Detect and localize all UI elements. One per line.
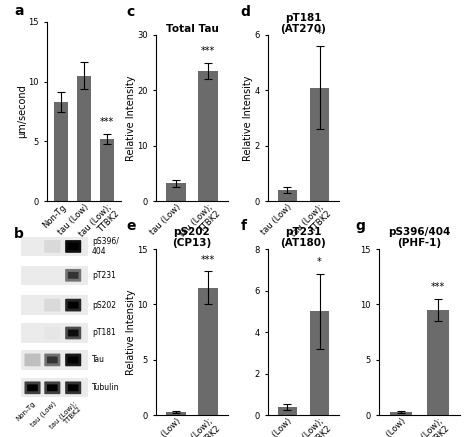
Title: pS396/404
(PHF-1): pS396/404 (PHF-1) <box>388 227 451 248</box>
Text: *: * <box>317 257 322 267</box>
Bar <box>166 413 185 415</box>
Bar <box>21 237 88 256</box>
Bar <box>100 139 114 201</box>
Text: d: d <box>241 5 251 19</box>
Text: tau (Low): tau (Low) <box>29 400 57 428</box>
FancyBboxPatch shape <box>68 329 79 336</box>
Bar <box>310 311 329 415</box>
FancyBboxPatch shape <box>68 357 79 364</box>
Bar <box>55 102 68 201</box>
Bar <box>21 378 88 397</box>
FancyBboxPatch shape <box>65 326 81 340</box>
FancyBboxPatch shape <box>68 384 79 391</box>
FancyBboxPatch shape <box>68 272 79 279</box>
Text: ***: *** <box>201 46 215 56</box>
Bar <box>166 183 185 201</box>
FancyBboxPatch shape <box>65 354 81 366</box>
FancyBboxPatch shape <box>68 243 79 250</box>
Bar <box>199 288 218 415</box>
Bar <box>21 266 88 285</box>
FancyBboxPatch shape <box>44 299 60 312</box>
FancyBboxPatch shape <box>44 354 60 366</box>
Bar <box>77 76 91 201</box>
Text: pS396/
404: pS396/ 404 <box>92 237 119 256</box>
Bar <box>277 190 297 201</box>
Y-axis label: Relative Intensity: Relative Intensity <box>243 75 253 161</box>
Title: pT181
(AT270): pT181 (AT270) <box>281 13 326 34</box>
Text: pT231: pT231 <box>92 271 116 280</box>
Bar <box>390 413 412 415</box>
Text: Tau: Tau <box>92 355 105 364</box>
Text: ***: *** <box>431 282 445 292</box>
Text: ***: *** <box>100 117 114 127</box>
FancyBboxPatch shape <box>44 240 60 253</box>
FancyBboxPatch shape <box>65 299 81 312</box>
Text: b: b <box>14 227 24 241</box>
Y-axis label: Relative Intensity: Relative Intensity <box>126 289 136 375</box>
Bar <box>310 87 329 201</box>
Y-axis label: μm/second: μm/second <box>17 85 27 138</box>
Bar <box>277 407 297 415</box>
FancyBboxPatch shape <box>25 354 41 366</box>
FancyBboxPatch shape <box>47 357 58 364</box>
Title: pT231
(AT180): pT231 (AT180) <box>281 227 326 248</box>
Text: c: c <box>127 5 135 19</box>
FancyBboxPatch shape <box>65 269 81 282</box>
FancyBboxPatch shape <box>65 240 81 253</box>
FancyBboxPatch shape <box>44 326 60 340</box>
Text: f: f <box>241 219 247 233</box>
Title: Total Tau: Total Tau <box>165 24 219 34</box>
Y-axis label: Relative Intensity: Relative Intensity <box>126 75 136 161</box>
Text: pS202: pS202 <box>92 301 116 309</box>
Text: tau (Low);
TTBK2: tau (Low); TTBK2 <box>48 400 83 435</box>
Bar <box>199 71 218 201</box>
Text: g: g <box>355 219 365 233</box>
Text: Tubulin: Tubulin <box>92 383 119 392</box>
Bar <box>21 323 88 343</box>
Text: pT181: pT181 <box>92 329 116 337</box>
FancyBboxPatch shape <box>27 384 38 391</box>
FancyBboxPatch shape <box>47 384 58 391</box>
FancyBboxPatch shape <box>25 382 41 394</box>
Text: Non-Tg: Non-Tg <box>15 400 37 422</box>
Text: ***: *** <box>201 255 215 264</box>
Text: *: * <box>317 29 322 39</box>
Text: a: a <box>14 4 24 18</box>
Text: e: e <box>127 219 136 233</box>
FancyBboxPatch shape <box>68 302 79 309</box>
Bar <box>21 295 88 315</box>
FancyBboxPatch shape <box>44 382 60 394</box>
Title: pS202
(CP13): pS202 (CP13) <box>173 227 211 248</box>
FancyBboxPatch shape <box>65 382 81 394</box>
Bar <box>427 310 449 415</box>
Bar <box>21 350 88 370</box>
